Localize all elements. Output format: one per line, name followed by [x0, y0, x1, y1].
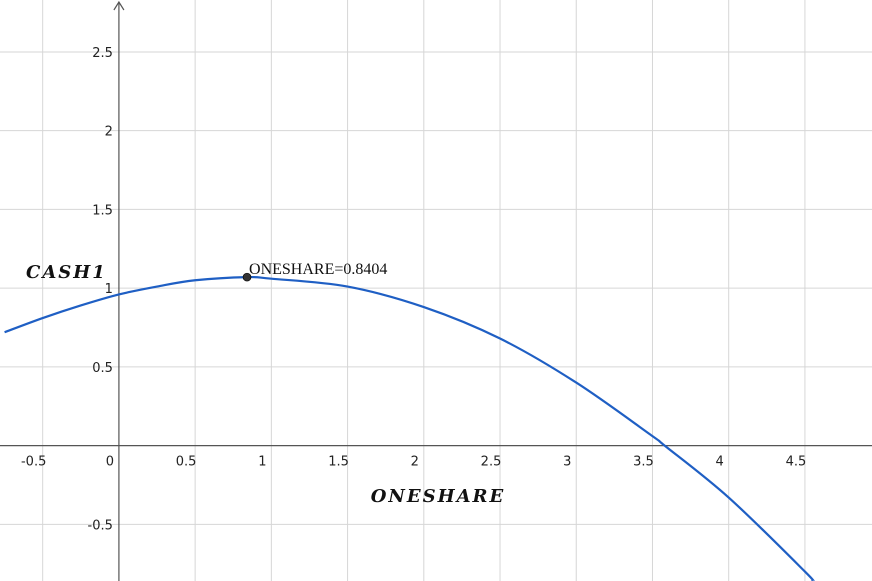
series-line — [4, 275, 815, 581]
x-tick-label: 4 — [716, 455, 724, 470]
y-tick-label: 2.5 — [92, 46, 113, 61]
annotation-point — [242, 272, 252, 282]
series-group — [4, 275, 815, 581]
x-tick-label: 4.5 — [786, 455, 807, 470]
x-tick-label: 1 — [258, 455, 266, 470]
x-tick-label: -0.5 — [21, 455, 46, 470]
x-tick-label: 0.5 — [176, 455, 197, 470]
x-tick-label: 3.5 — [633, 455, 654, 470]
x-tick-label: 1.5 — [328, 455, 349, 470]
x-tick-label: 2 — [411, 455, 419, 470]
y-tick-label: 1 — [105, 282, 113, 297]
tick-labels: -0.5 0 0.5 1 1.5 2 2.5 3 3.5 4 4.5 -0.5 0.5 1 1.5 2 2.5 — [21, 46, 806, 533]
x-tick-label: 2.5 — [481, 455, 502, 470]
y-tick-label: 0.5 — [92, 361, 113, 376]
y-tick-label: 2 — [105, 125, 113, 140]
y-tick-label: -0.5 — [88, 518, 113, 533]
annotation-label: ONESHARE=0.8404 — [249, 261, 387, 278]
x-axis-title: ONESHARE — [371, 486, 506, 507]
x-tick-label: 0 — [106, 455, 114, 470]
x-tick-label: 3 — [563, 455, 571, 470]
annotations: ONESHARE=0.8404 — [242, 261, 387, 282]
y-axis-arrow — [113, 0, 125, 11]
y-tick-label: 1.5 — [92, 203, 113, 218]
y-axis-title: CASH1 — [26, 262, 107, 283]
